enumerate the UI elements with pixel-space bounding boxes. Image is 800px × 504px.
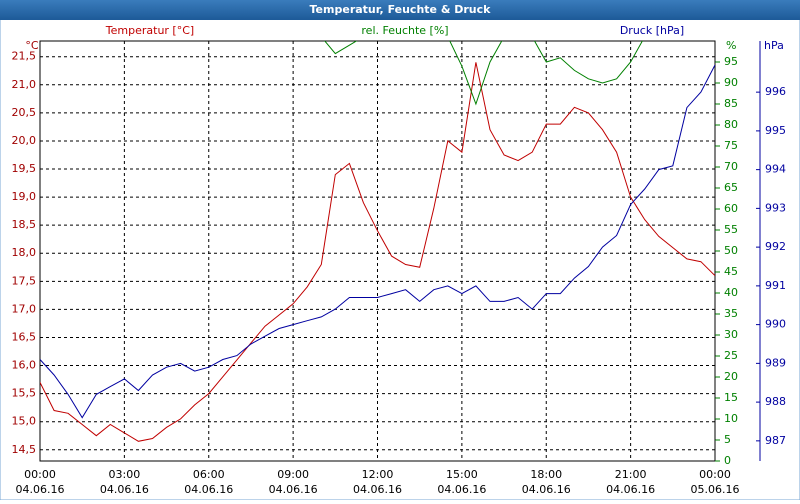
y-tick-label: 14,5 bbox=[12, 443, 37, 456]
y2-tick-label: 35 bbox=[724, 307, 738, 320]
y2-tick-label: 80 bbox=[724, 118, 738, 131]
y2-tick-label: 95 bbox=[724, 55, 738, 68]
x-tick-label: 21:00 bbox=[615, 468, 647, 481]
y2-tick-label: 50 bbox=[724, 244, 738, 257]
y2-tick-label: 90 bbox=[724, 76, 738, 89]
y3-tick-label: 988 bbox=[765, 395, 786, 408]
y-tick-label: 16,5 bbox=[12, 330, 37, 343]
y-tick-label: 17,0 bbox=[12, 302, 37, 315]
x-tick-label: 12:00 bbox=[362, 468, 394, 481]
y-tick-label: 19,5 bbox=[12, 162, 37, 175]
x-tick-label: 09:00 bbox=[277, 468, 309, 481]
y-tick-label: 15,5 bbox=[12, 387, 37, 400]
y-tick-label: 19,0 bbox=[12, 190, 37, 203]
title-bar bbox=[0, 0, 800, 20]
y-tick-label: 17,5 bbox=[12, 274, 37, 287]
y2-tick-label: 65 bbox=[724, 181, 738, 194]
series-line bbox=[40, 64, 715, 419]
y2-tick-label: 5 bbox=[724, 433, 731, 446]
series-line bbox=[324, 41, 643, 106]
y-tick-label: 20,5 bbox=[12, 106, 37, 119]
x-tick-label: 00:00 bbox=[699, 468, 731, 481]
y3-tick-label: 994 bbox=[765, 163, 786, 176]
x-tick-date: 04.06.16 bbox=[353, 483, 402, 496]
y3-unit: hPa bbox=[764, 39, 784, 52]
y2-tick-label: 85 bbox=[724, 97, 738, 110]
y-unit: °C bbox=[25, 39, 39, 52]
x-tick-date: 04.06.16 bbox=[437, 483, 486, 496]
legend-label: Temperatur [°C] bbox=[105, 24, 194, 37]
x-tick-label: 03:00 bbox=[109, 468, 141, 481]
y3-tick-label: 992 bbox=[765, 240, 786, 253]
y-tick-label: 21,0 bbox=[12, 78, 37, 91]
legend-label: rel. Feuchte [%] bbox=[361, 24, 448, 37]
y2-tick-label: 45 bbox=[724, 265, 738, 278]
x-tick-date: 04.06.16 bbox=[269, 483, 318, 496]
y2-tick-label: 20 bbox=[724, 370, 738, 383]
y2-tick-label: 15 bbox=[724, 391, 738, 404]
y3-tick-label: 993 bbox=[765, 201, 786, 214]
y-tick-label: 18,0 bbox=[12, 246, 37, 259]
y3-tick-label: 996 bbox=[765, 85, 786, 98]
y-tick-label: 16,0 bbox=[12, 359, 37, 372]
series-line bbox=[40, 62, 715, 442]
y3-tick-label: 989 bbox=[765, 356, 786, 369]
y-tick-label: 20,0 bbox=[12, 134, 37, 147]
y2-tick-label: 75 bbox=[724, 139, 738, 152]
x-tick-date: 04.06.16 bbox=[100, 483, 149, 496]
chart-title: Temperatur, Feuchte & Druck bbox=[310, 3, 492, 16]
x-tick-date: 04.06.16 bbox=[606, 483, 655, 496]
x-tick-date: 04.06.16 bbox=[184, 483, 233, 496]
y2-tick-label: 60 bbox=[724, 202, 738, 215]
x-tick-label: 00:00 bbox=[24, 468, 56, 481]
y2-tick-label: 30 bbox=[724, 328, 738, 341]
y2-tick-label: 25 bbox=[724, 349, 738, 362]
y2-tick-label: 55 bbox=[724, 223, 738, 236]
y-tick-label: 21,5 bbox=[12, 50, 37, 63]
x-tick-label: 15:00 bbox=[446, 468, 478, 481]
y2-unit: % bbox=[726, 39, 736, 52]
y3-tick-label: 987 bbox=[765, 434, 786, 447]
x-tick-label: 18:00 bbox=[530, 468, 562, 481]
y3-tick-label: 990 bbox=[765, 318, 786, 331]
y3-tick-label: 991 bbox=[765, 279, 786, 292]
y2-tick-label: 10 bbox=[724, 412, 738, 425]
y-tick-label: 15,0 bbox=[12, 415, 37, 428]
y2-tick-label: 0 bbox=[724, 454, 731, 467]
y3-tick-label: 995 bbox=[765, 124, 786, 137]
y-tick-label: 18,5 bbox=[12, 218, 37, 231]
legend-label: Druck [hPa] bbox=[620, 24, 684, 37]
x-tick-date: 04.06.16 bbox=[16, 483, 65, 496]
y2-tick-label: 40 bbox=[724, 286, 738, 299]
x-tick-date: 04.06.16 bbox=[522, 483, 571, 496]
x-tick-date: 05.06.16 bbox=[691, 483, 740, 496]
y2-tick-label: 70 bbox=[724, 160, 738, 173]
x-tick-label: 06:00 bbox=[193, 468, 225, 481]
